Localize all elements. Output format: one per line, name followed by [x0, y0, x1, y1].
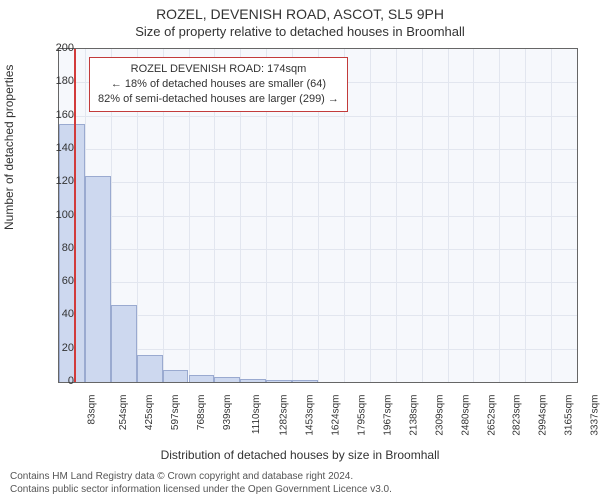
x-tick: 83sqm [87, 395, 98, 425]
x-tick: 1967sqm [383, 395, 394, 436]
y-tick: 140 [34, 142, 74, 154]
x-tick: 2138sqm [408, 395, 419, 436]
y-tick: 40 [34, 308, 74, 320]
histogram-bar [189, 375, 215, 382]
histogram-bar [214, 377, 240, 382]
x-tick: 3165sqm [564, 395, 575, 436]
x-tick: 2652sqm [486, 395, 497, 436]
gridline-v [396, 49, 397, 382]
x-tick: 1624sqm [331, 395, 342, 436]
x-tick: 2994sqm [538, 395, 549, 436]
x-tick: 1795sqm [357, 395, 368, 436]
histogram-bar [137, 355, 163, 382]
credits-line1: Contains HM Land Registry data © Crown c… [10, 471, 392, 484]
histogram-bar [292, 380, 318, 382]
x-tick: 1282sqm [279, 395, 290, 436]
x-tick: 254sqm [118, 395, 129, 431]
y-tick: 120 [34, 175, 74, 187]
histogram-bar [266, 380, 292, 382]
y-tick: 160 [34, 109, 74, 121]
y-tick: 100 [34, 209, 74, 221]
gridline-v [551, 49, 552, 382]
chart-title-line2: Size of property relative to detached ho… [0, 24, 600, 39]
y-tick: 80 [34, 242, 74, 254]
gridline-v [499, 49, 500, 382]
x-tick: 1453sqm [305, 395, 316, 436]
plot-area: ROZEL DEVENISH ROAD: 174sqm← 18% of deta… [58, 48, 578, 383]
y-tick: 60 [34, 275, 74, 287]
x-tick: 2480sqm [460, 395, 471, 436]
histogram-bar [163, 370, 189, 382]
y-tick: 180 [34, 75, 74, 87]
gridline-v [448, 49, 449, 382]
x-tick: 2309sqm [434, 395, 445, 436]
x-tick: 939sqm [222, 395, 233, 431]
gridline-v [422, 49, 423, 382]
x-tick: 3337sqm [590, 395, 600, 436]
gridline-v [473, 49, 474, 382]
x-axis-label: Distribution of detached houses by size … [0, 448, 600, 462]
x-tick: 768sqm [196, 395, 207, 431]
gridline-v [370, 49, 371, 382]
x-tick: 425sqm [144, 395, 155, 431]
chart-container: ROZEL, DEVENISH ROAD, ASCOT, SL5 9PH Siz… [0, 0, 600, 500]
y-tick: 200 [34, 42, 74, 54]
histogram-bar [240, 379, 266, 382]
y-tick: 20 [34, 342, 74, 354]
annotation-line3: 82% of semi-detached houses are larger (… [98, 92, 339, 107]
annotation-line1: ROZEL DEVENISH ROAD: 174sqm [98, 62, 339, 77]
histogram-bar [85, 176, 111, 382]
x-tick: 1110sqm [252, 395, 263, 435]
y-axis-label: Number of detached properties [2, 65, 16, 230]
annotation-box: ROZEL DEVENISH ROAD: 174sqm← 18% of deta… [89, 57, 348, 112]
gridline-v [525, 49, 526, 382]
histogram-bar [111, 305, 137, 382]
annotation-line2: ← 18% of detached houses are smaller (64… [98, 77, 339, 92]
chart-title-line1: ROZEL, DEVENISH ROAD, ASCOT, SL5 9PH [0, 6, 600, 22]
credits-line2: Contains public sector information licen… [10, 484, 392, 497]
y-tick: 0 [34, 375, 74, 387]
credits: Contains HM Land Registry data © Crown c… [10, 471, 392, 496]
x-tick: 2823sqm [512, 395, 523, 436]
x-tick: 597sqm [170, 395, 181, 431]
